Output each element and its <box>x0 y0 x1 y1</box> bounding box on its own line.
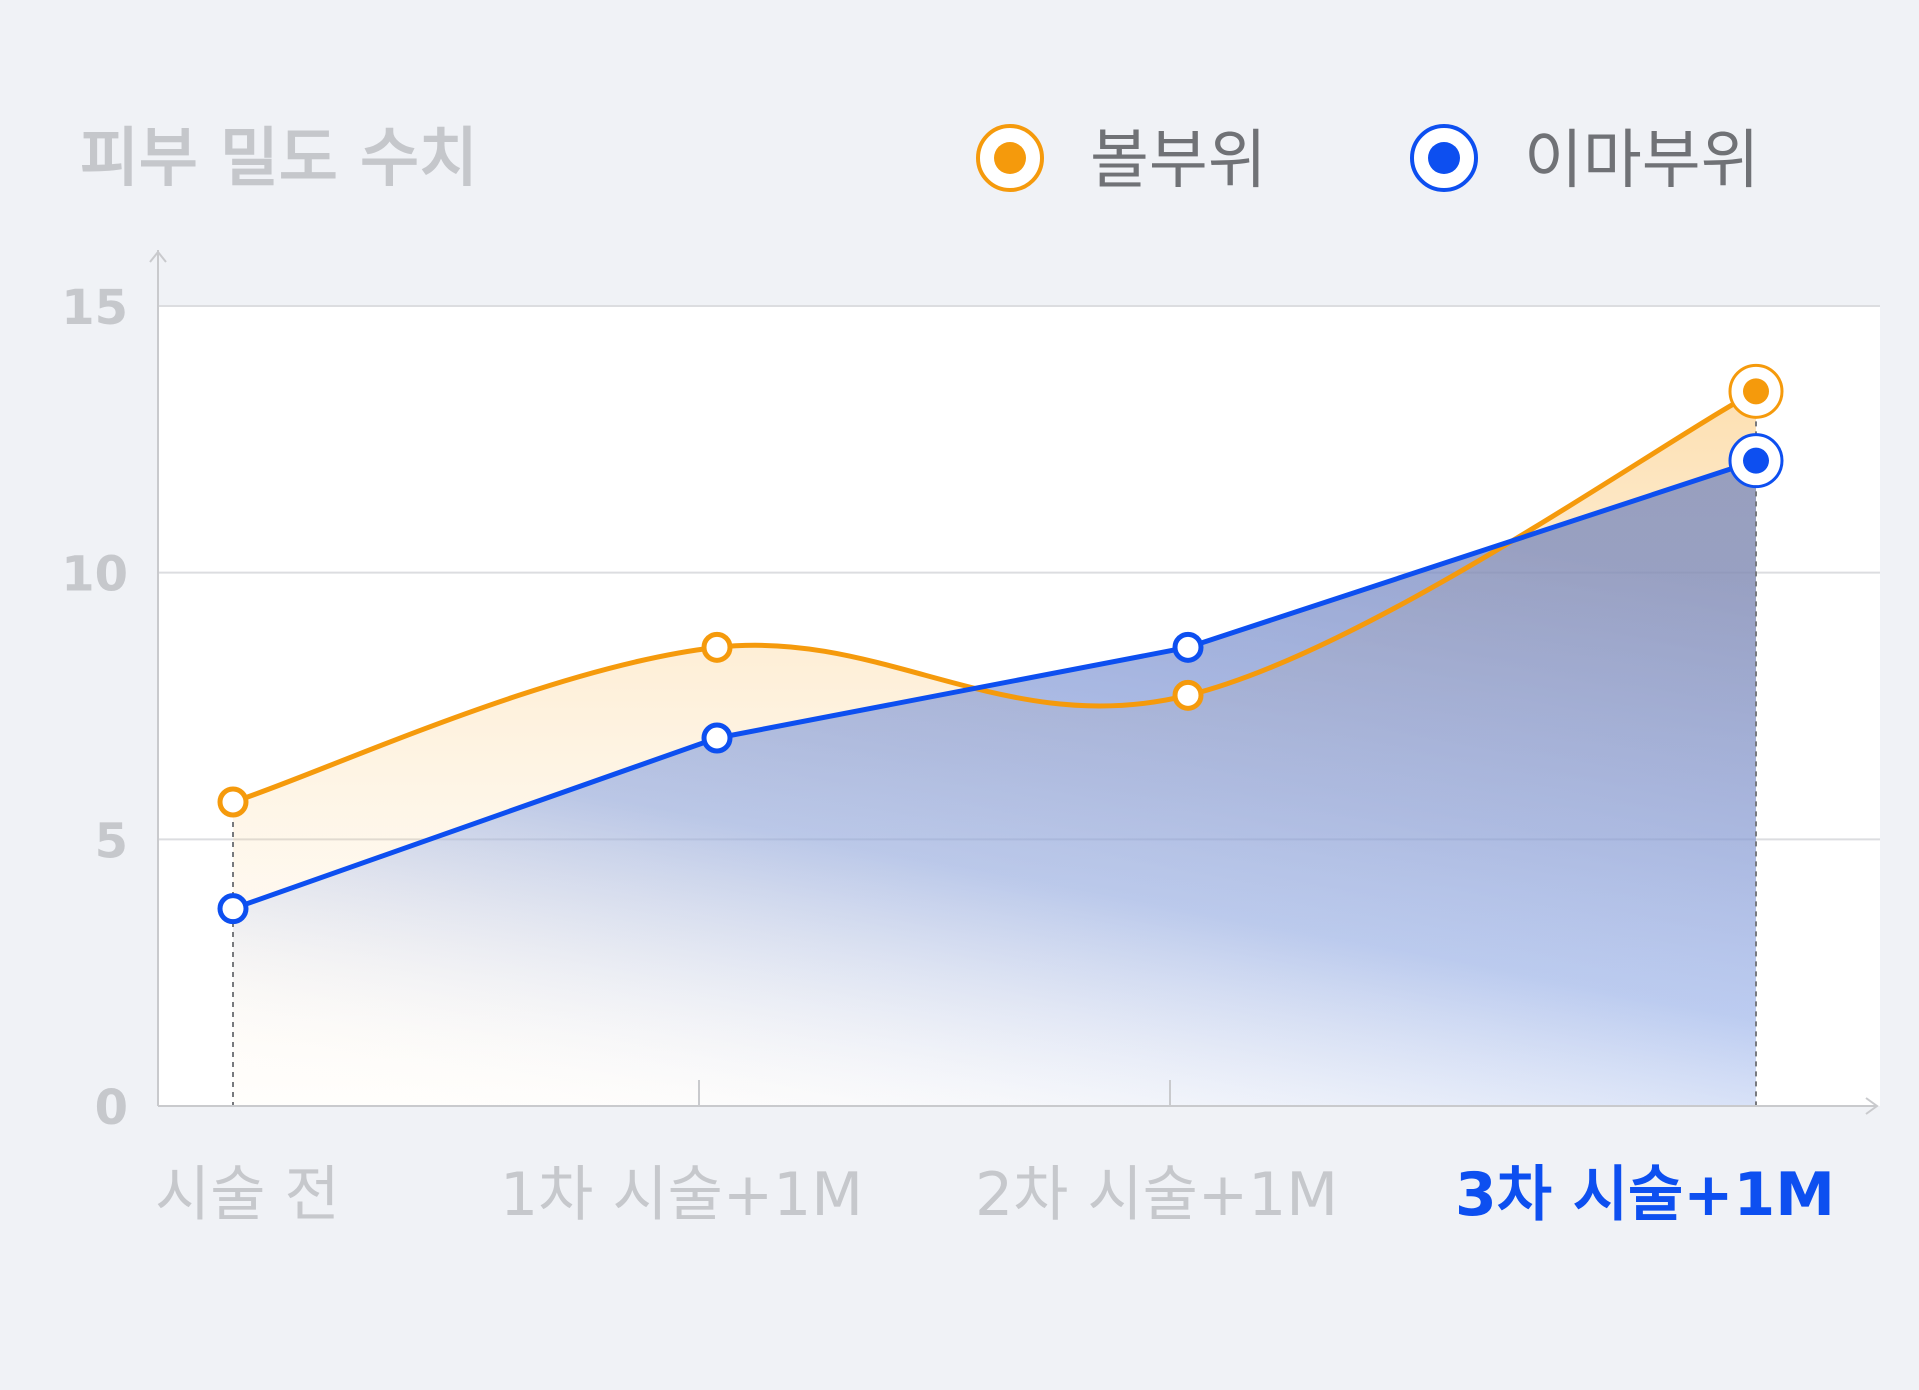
point-series-0-1 <box>701 631 733 663</box>
chart-title: 피부 밀도 수치 <box>80 122 478 196</box>
x-tick-label-0: 시술 전 <box>155 1160 340 1230</box>
y-tick-label-1: 5 <box>95 813 128 869</box>
axes <box>149 250 1879 1115</box>
lines <box>232 389 1758 912</box>
point-series-0-3-dot <box>1743 378 1769 405</box>
y-axis-arrow <box>149 250 167 263</box>
x-tick-label-1: 1차 시술+1M <box>500 1160 863 1230</box>
point-series-0-0 <box>217 786 249 818</box>
legend-label-0: 볼부위 <box>1090 124 1267 198</box>
point-series-1-0 <box>217 893 249 925</box>
legend: 볼부위 이마부위 <box>976 124 1760 198</box>
point-series-1-1 <box>701 722 733 754</box>
point-series-1-2 <box>1172 631 1204 663</box>
areas <box>232 391 1757 1107</box>
legend-item-0: 볼부위 <box>976 124 1267 198</box>
legend-label-1: 이마부위 <box>1524 124 1760 198</box>
y-tick-label-2: 10 <box>61 547 128 603</box>
point-series-0-2 <box>1172 679 1204 711</box>
x-axis-ticks: 시술 전 1차 시술+1M 2차 시술+1M 3차 시술+1M <box>155 1160 1835 1230</box>
x-tick-label-2: 2차 시술+1M <box>975 1160 1338 1230</box>
legend-item-1: 이마부위 <box>1410 124 1760 198</box>
point-series-1-3-dot <box>1743 447 1769 474</box>
line-series-1 <box>232 458 1757 912</box>
y-tick-label-3: 15 <box>61 280 128 336</box>
legend-marker-0-dot <box>994 142 1026 174</box>
legend-marker-1-dot <box>1428 142 1460 174</box>
area-series-1-shade <box>233 460 1756 1107</box>
points <box>217 363 1784 925</box>
x-axis-arrow <box>1865 1097 1879 1115</box>
x-tick-label-3: 3차 시술+1M <box>1455 1160 1835 1230</box>
y-axis-ticks: 0 5 10 15 <box>61 280 128 1136</box>
y-tick-label-0: 0 <box>95 1080 128 1136</box>
